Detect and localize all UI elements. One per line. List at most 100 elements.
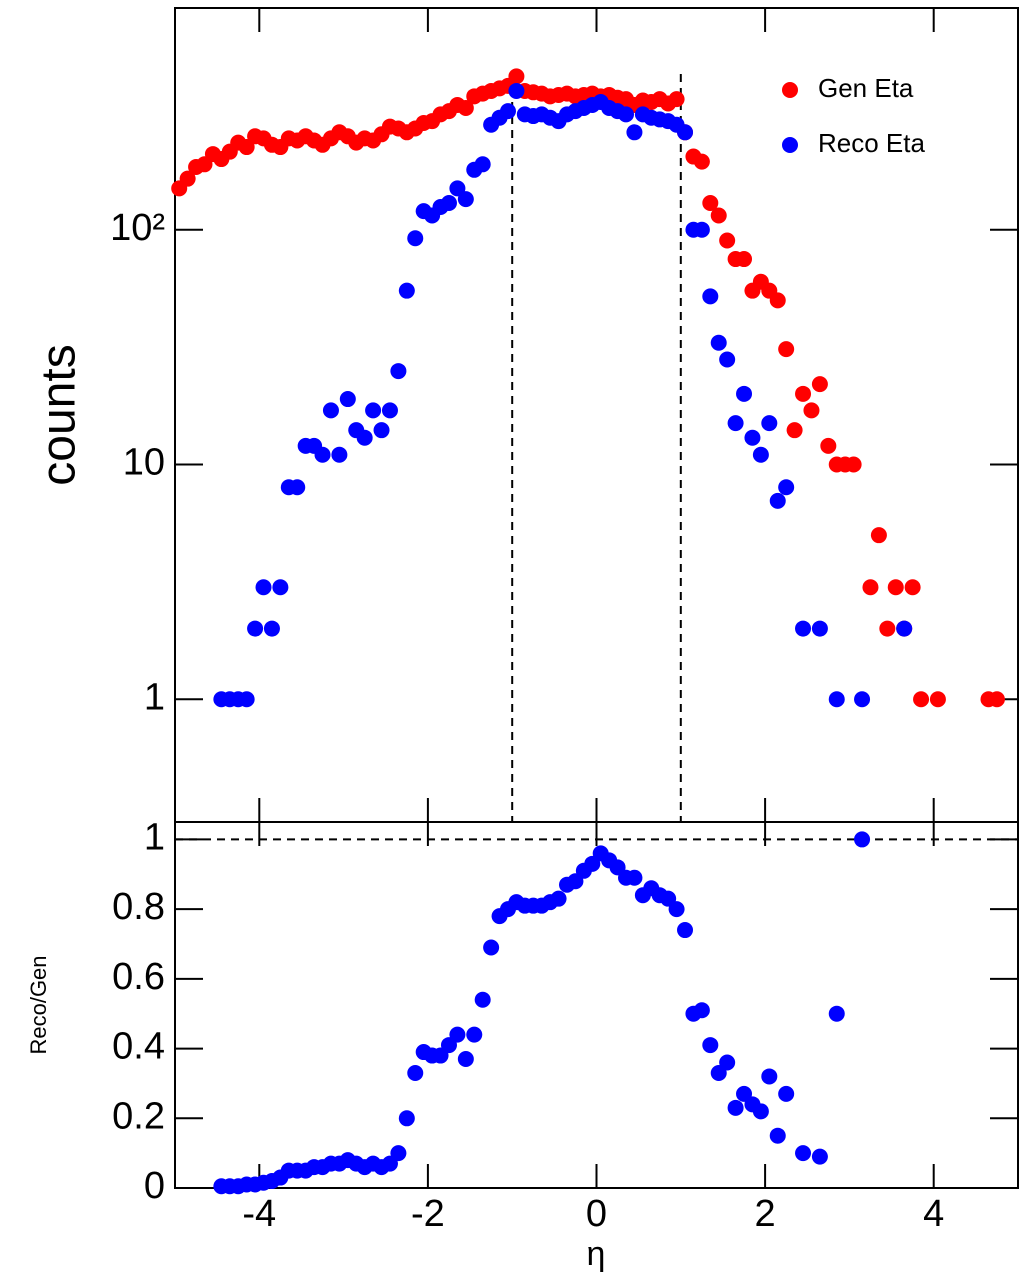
data-point bbox=[238, 691, 255, 708]
data-point bbox=[356, 429, 373, 446]
data-point bbox=[710, 207, 727, 224]
data-point bbox=[845, 456, 862, 473]
data-point bbox=[702, 1037, 719, 1054]
data-point bbox=[887, 579, 904, 596]
data-point bbox=[449, 180, 466, 197]
data-point bbox=[710, 334, 727, 351]
y-tick-label: 0 bbox=[144, 1165, 165, 1207]
data-point bbox=[668, 901, 685, 918]
data-point bbox=[693, 153, 710, 170]
data-point bbox=[449, 1026, 466, 1043]
data-point bbox=[626, 869, 643, 886]
data-point bbox=[811, 1148, 828, 1165]
data-point bbox=[483, 939, 500, 956]
y-tick-label: 1 bbox=[144, 816, 165, 858]
data-point bbox=[508, 68, 525, 85]
data-point bbox=[508, 82, 525, 99]
data-point bbox=[314, 446, 331, 463]
data-point bbox=[499, 103, 516, 120]
data-point bbox=[811, 620, 828, 637]
data-point bbox=[854, 831, 871, 848]
y-tick-label: 0.2 bbox=[112, 1095, 165, 1137]
data-point bbox=[550, 890, 567, 907]
data-point bbox=[390, 363, 407, 380]
x-axis-label: η bbox=[587, 1235, 606, 1273]
data-point bbox=[272, 579, 289, 596]
data-point bbox=[761, 415, 778, 432]
data-point bbox=[727, 415, 744, 432]
data-point bbox=[693, 221, 710, 238]
y-tick-label: 10 bbox=[123, 442, 165, 484]
data-point bbox=[398, 282, 415, 299]
data-point bbox=[854, 691, 871, 708]
data-point bbox=[913, 691, 930, 708]
data-point bbox=[727, 1099, 744, 1116]
data-point bbox=[795, 385, 812, 402]
data-point bbox=[879, 620, 896, 637]
data-point bbox=[238, 139, 255, 156]
data-point bbox=[702, 194, 719, 211]
data-point bbox=[778, 479, 795, 496]
data-point bbox=[179, 170, 196, 187]
data-point bbox=[988, 691, 1005, 708]
data-point bbox=[719, 232, 736, 249]
data-point bbox=[263, 620, 280, 637]
x-tick-label: -2 bbox=[411, 1193, 445, 1235]
data-point bbox=[769, 492, 786, 509]
data-point bbox=[289, 479, 306, 496]
data-point bbox=[390, 1145, 407, 1162]
legend-label: Reco Eta bbox=[818, 128, 925, 158]
data-point bbox=[929, 691, 946, 708]
data-point bbox=[820, 437, 837, 454]
data-point bbox=[778, 1085, 795, 1102]
data-point bbox=[811, 376, 828, 393]
data-point bbox=[896, 620, 913, 637]
data-point bbox=[381, 402, 398, 419]
y-tick-label: 10² bbox=[110, 207, 165, 249]
data-point bbox=[828, 691, 845, 708]
data-point bbox=[736, 251, 753, 268]
data-point bbox=[255, 579, 272, 596]
legend-marker bbox=[782, 82, 798, 98]
plot-frame bbox=[174, 821, 1019, 1189]
data-point bbox=[795, 1145, 812, 1162]
data-point bbox=[744, 429, 761, 446]
data-point bbox=[769, 1127, 786, 1144]
data-point bbox=[870, 527, 887, 544]
data-point bbox=[626, 124, 643, 141]
y-tick-label: 0.4 bbox=[112, 1026, 165, 1068]
data-point bbox=[339, 391, 356, 408]
data-point bbox=[752, 1103, 769, 1120]
data-point bbox=[719, 1054, 736, 1071]
y-axis-label: counts bbox=[33, 344, 86, 485]
data-point bbox=[407, 1064, 424, 1081]
x-tick-label: 0 bbox=[586, 1193, 607, 1235]
data-point bbox=[778, 341, 795, 358]
legend-marker bbox=[782, 137, 798, 153]
data-point bbox=[803, 402, 820, 419]
data-point bbox=[677, 124, 694, 141]
data-point bbox=[365, 402, 382, 419]
x-tick-label: 4 bbox=[923, 1193, 944, 1235]
data-point bbox=[862, 579, 879, 596]
x-tick-label: 2 bbox=[755, 1193, 776, 1235]
data-point bbox=[786, 422, 803, 439]
data-point bbox=[322, 402, 339, 419]
data-point bbox=[828, 1005, 845, 1022]
data-point bbox=[474, 156, 491, 173]
data-point bbox=[677, 922, 694, 939]
data-point bbox=[904, 579, 921, 596]
data-point bbox=[693, 1002, 710, 1019]
data-point bbox=[466, 1026, 483, 1043]
data-point bbox=[736, 385, 753, 402]
y-tick-label: 0.6 bbox=[112, 956, 165, 998]
y-tick-label: 0.8 bbox=[112, 886, 165, 928]
data-point bbox=[668, 91, 685, 108]
data-point bbox=[769, 292, 786, 309]
data-point bbox=[331, 446, 348, 463]
data-point bbox=[440, 194, 457, 211]
data-point bbox=[373, 422, 390, 439]
data-point bbox=[702, 288, 719, 305]
data-point bbox=[407, 230, 424, 247]
